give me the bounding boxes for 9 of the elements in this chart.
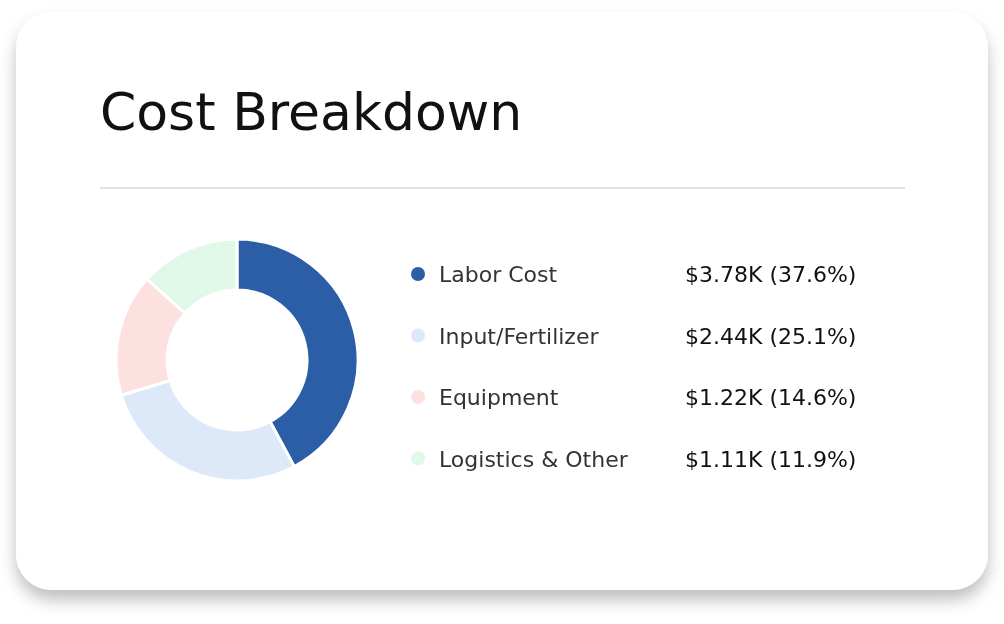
chart-title: Cost Breakdown (100, 82, 523, 142)
legend-label: Equipment (439, 385, 559, 410)
legend-label: Input/Fertilizer (439, 323, 600, 349)
data-label: $3.78K (37.6%) (685, 262, 857, 287)
data-label: $2.44K (25.1%) (685, 323, 857, 349)
legend-label: Logistics & Other (439, 446, 629, 472)
legend-label: Labor Cost (439, 262, 558, 287)
data-label: $1.22K (14.6%) (685, 385, 857, 410)
data-label: $1.11K (11.9%) (685, 446, 857, 472)
